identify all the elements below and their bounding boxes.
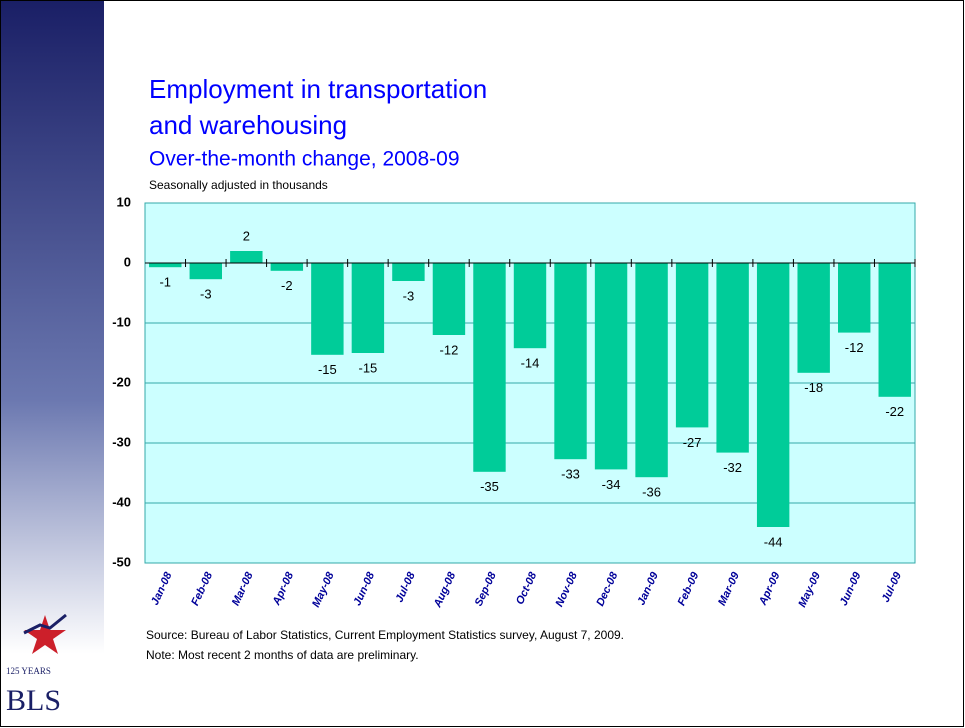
- data-label: -3: [403, 288, 415, 303]
- logo-line: [23, 613, 67, 635]
- data-label: -44: [764, 534, 783, 549]
- y-tick-label: -10: [112, 314, 131, 329]
- data-label: -27: [683, 435, 702, 450]
- side-band: [1, 1, 104, 726]
- bar: [756, 263, 790, 527]
- data-label: -15: [358, 360, 377, 375]
- bls-logo: 125 YEARS BLS: [6, 613, 67, 717]
- bar: [230, 251, 263, 263]
- y-tick-label: 10: [117, 194, 131, 209]
- y-tick-label: -20: [112, 374, 131, 389]
- source-note: Source: Bureau of Labor Statistics, Curr…: [146, 628, 624, 642]
- logo-text: 125 YEARS: [6, 666, 51, 676]
- y-tick-label: 0: [124, 254, 131, 269]
- bar: [716, 263, 749, 453]
- data-label: -32: [723, 460, 742, 475]
- bar: [270, 263, 304, 271]
- bar: [878, 263, 911, 397]
- data-label: -15: [318, 362, 337, 377]
- logo-text: BLS: [6, 684, 61, 717]
- data-label: -14: [521, 356, 540, 371]
- bar: [675, 263, 709, 428]
- data-label: -1: [159, 275, 171, 290]
- bar: [189, 263, 222, 280]
- y-axis-label: Seasonally adjusted in thousands: [149, 178, 328, 192]
- y-tick-label: -50: [112, 554, 131, 569]
- data-label: -18: [804, 380, 823, 395]
- bar: [594, 263, 628, 470]
- bar: [351, 263, 385, 353]
- bar: [838, 263, 871, 333]
- data-label: -2: [281, 278, 293, 293]
- chart-title: Employment in transportation: [149, 74, 487, 104]
- data-label: -22: [885, 404, 904, 419]
- data-label: -34: [602, 477, 621, 492]
- data-label: -33: [561, 467, 580, 482]
- bar: [554, 263, 587, 460]
- bar: [635, 263, 668, 478]
- data-label: -12: [845, 340, 864, 355]
- bar: [392, 263, 425, 281]
- data-label: 2: [243, 228, 250, 243]
- data-label: -35: [480, 479, 499, 494]
- bar: [311, 263, 344, 355]
- chart-title: and warehousing: [149, 110, 347, 140]
- y-tick-label: -40: [112, 494, 131, 509]
- bar: [797, 263, 830, 373]
- data-label: -36: [642, 485, 661, 500]
- y-tick-label: -30: [112, 434, 131, 449]
- logo-star: [24, 615, 66, 654]
- data-label: -3: [200, 287, 212, 302]
- bar: [432, 263, 466, 335]
- chart-subtitle: Over-the-month change, 2008-09: [149, 148, 460, 171]
- bar: [149, 263, 182, 268]
- bar: [513, 263, 547, 349]
- note: Note: Most recent 2 months of data are p…: [146, 648, 419, 662]
- data-label: -12: [440, 342, 459, 357]
- bar: [473, 263, 506, 472]
